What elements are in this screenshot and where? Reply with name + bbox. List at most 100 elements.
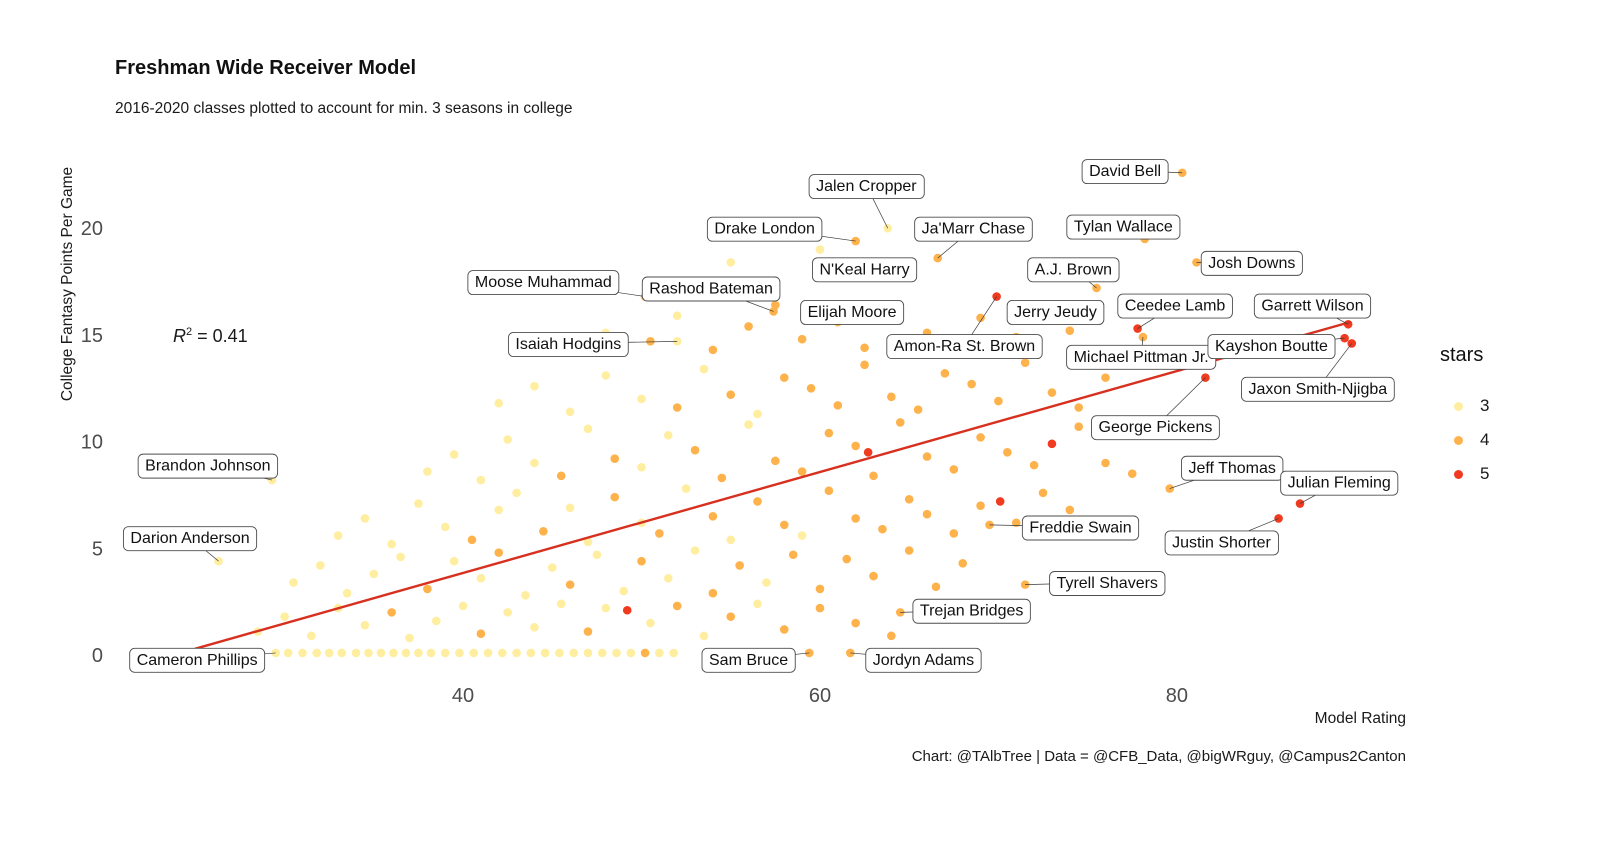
player-label-text: Rashod Bateman [649, 280, 773, 297]
data-point [414, 499, 423, 508]
data-point [360, 620, 370, 630]
data-point [851, 514, 860, 523]
data-point [904, 546, 914, 555]
player-label-box [1181, 455, 1284, 481]
player-label: Elijah Moore [800, 300, 905, 325]
data-point [526, 648, 536, 658]
data-point [583, 648, 593, 658]
player-label-box [912, 598, 1031, 624]
data-point [1038, 488, 1048, 498]
player-label-box [914, 216, 1033, 242]
player-label-box [1241, 376, 1395, 402]
player-label-box [886, 334, 1043, 360]
data-point [922, 509, 932, 519]
data-point [414, 648, 423, 658]
player-label: Garrett Wilson [1253, 293, 1372, 319]
player-label: Sam Bruce [701, 647, 796, 673]
data-point [298, 648, 307, 658]
data-point [976, 313, 985, 323]
data-point [869, 471, 878, 481]
data-point [637, 394, 646, 404]
data-point [583, 537, 593, 547]
data-point [1101, 458, 1110, 468]
legend-key-dot [1454, 401, 1463, 411]
data-point [762, 578, 771, 587]
data-point [824, 486, 834, 496]
data-point [949, 529, 959, 538]
data-point [672, 311, 682, 321]
player-label-box [122, 526, 258, 552]
player-label: N'Keal Harry [812, 257, 918, 283]
data-point [360, 514, 370, 523]
data-point [779, 520, 789, 530]
player-label-box [1091, 415, 1220, 441]
player-label: Amon-Ra St. Brown [886, 334, 1043, 360]
data-point [333, 531, 343, 540]
player-label-text: Freddie Swain [1029, 520, 1131, 537]
data-point [610, 492, 620, 502]
player-label-box [1027, 257, 1120, 283]
data-point [976, 501, 985, 510]
player-label-text: A.J. Brown [1035, 261, 1112, 278]
data-point [312, 648, 322, 658]
data-point [690, 445, 700, 455]
data-point [797, 467, 807, 476]
player-label: Isaiah Hodgins [507, 332, 629, 357]
legend-item-label: 4 [1480, 430, 1490, 449]
data-point [797, 334, 807, 344]
data-point [512, 648, 521, 658]
player-label-text: George Pickens [1099, 419, 1213, 436]
data-point [387, 608, 396, 617]
data-point [521, 591, 530, 600]
data-point [503, 435, 512, 444]
data-point [690, 546, 700, 555]
trend-line [194, 320, 1352, 650]
data-point [699, 364, 709, 374]
data-point [512, 488, 521, 498]
player-label: Trejan Bridges [912, 598, 1031, 624]
data-point [565, 580, 575, 589]
data-point [476, 629, 486, 639]
data-point [405, 633, 414, 643]
data-point [726, 535, 736, 545]
data-point [449, 556, 459, 566]
player-label: Jalen Cropper [808, 174, 925, 199]
player-label: Justin Shorter [1164, 530, 1279, 556]
data-point [337, 648, 347, 658]
data-point [1074, 422, 1084, 432]
data-point [423, 584, 432, 594]
player-label-text: Josh Downs [1208, 255, 1295, 272]
data-point [860, 343, 869, 353]
legend-items: 3 4 5 [1440, 389, 1489, 491]
player-label: David Bell [1081, 159, 1169, 185]
data-point [815, 245, 825, 254]
player-label: Darion Anderson [122, 526, 258, 552]
player-label: Jeff Thomas [1181, 455, 1284, 481]
data-point [494, 398, 504, 408]
player-label-box [808, 174, 925, 199]
player-label-box [1207, 334, 1336, 360]
data-point [440, 648, 450, 658]
data-point [610, 454, 620, 464]
data-point [869, 571, 878, 581]
data-point [655, 648, 664, 658]
data-point [555, 648, 564, 658]
player-label-text: Elijah Moore [808, 304, 897, 321]
data-point [1029, 460, 1039, 470]
legend-item-label: 5 [1480, 464, 1490, 483]
data-point [913, 405, 923, 414]
data-point [995, 497, 1005, 506]
data-point [622, 605, 632, 615]
data-point [458, 601, 468, 611]
data-point [583, 424, 593, 434]
data-point [396, 552, 405, 562]
data-point [887, 631, 896, 641]
data-point [619, 586, 628, 596]
data-point [626, 648, 636, 658]
data-point [476, 573, 486, 583]
player-label-text: Jeff Thomas [1188, 460, 1275, 477]
legend-item: 5 [1440, 457, 1489, 491]
data-point [494, 505, 504, 515]
player-label-box [800, 300, 905, 325]
data-point [476, 475, 486, 485]
